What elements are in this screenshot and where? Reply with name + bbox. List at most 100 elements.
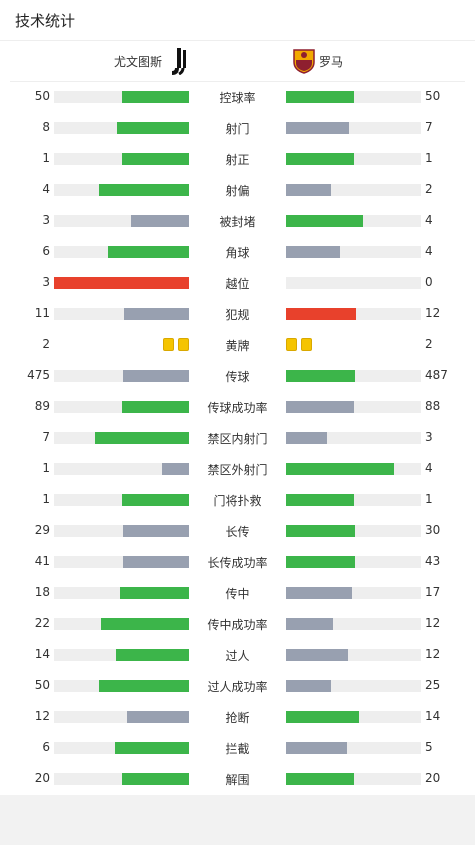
away-bar-track [286,401,421,413]
home-bar-track [54,649,189,661]
home-bar-fill [98,184,189,196]
stat-label: 射门 [225,122,250,136]
away-bar-fill [286,773,354,785]
away-bar-track [286,370,421,382]
away-bar-track [286,680,421,692]
stat-row: 14 过人 12 [0,639,475,670]
stat-label: 传球 [225,370,250,384]
home-bar-fill [116,649,189,661]
stat-label: 解围 [225,773,250,787]
home-bar-fill [121,494,189,506]
home-bar-fill [122,370,189,382]
stat-row: 41 长传成功率 43 [0,546,475,577]
away-bar-fill [286,432,327,444]
stat-row: 29 长传 30 [0,515,475,546]
home-bar-track [54,184,189,196]
stat-label: 射偏 [225,184,250,198]
away-bar-fill [286,742,347,754]
home-bar-fill [94,432,189,444]
home-bar-fill [117,122,189,134]
away-bar-track [286,649,421,661]
away-value: 4 [425,244,433,258]
stat-label: 抢断 [225,711,250,725]
home-bar-track [54,401,189,413]
away-value: 17 [425,585,441,599]
stat-row: 50 过人成功率 25 [0,670,475,701]
home-bar-track [54,308,189,320]
away-bar-track [286,153,421,165]
away-bar-fill [286,463,394,475]
away-value: 1 [425,492,433,506]
home-bar-fill [54,277,189,289]
home-value: 8 [42,120,50,134]
away-bar-fill [286,122,350,134]
stat-row: 1 射正 1 [0,143,475,174]
home-bar-track [54,742,189,754]
away-bar-track [286,556,421,568]
away-bar-track [286,91,421,103]
away-bar-fill [286,153,354,165]
stat-row: 3 被封堵 4 [0,205,475,236]
away-bar-track [286,711,421,723]
away-bar-fill [286,246,340,258]
stat-row: 12 抢断 14 [0,701,475,732]
away-bar-fill [286,680,331,692]
away-bar-track [286,494,421,506]
home-bar-track [54,122,189,134]
stat-row: 89 传球成功率 88 [0,391,475,422]
home-bar-track [54,432,189,444]
stats-header: 技术统计 [0,0,475,41]
away-value: 1 [425,151,433,165]
home-value: 29 [34,523,50,537]
home-bar-fill [114,742,189,754]
home-bar-track [54,91,189,103]
away-bar-track [286,525,421,537]
stat-row: 4 射偏 2 [0,174,475,205]
home-value: 4 [42,182,50,196]
away-bar-fill [286,711,359,723]
away-value: 2 [425,182,433,196]
away-value: 7 [425,120,433,134]
stat-label: 角球 [225,246,250,260]
away-bar-fill [286,308,357,320]
away-value: 12 [425,616,441,630]
away-bar-track [286,773,421,785]
stat-row: 7 禁区内射门 3 [0,422,475,453]
stat-row: 8 射门 7 [0,112,475,143]
away-value: 0 [425,275,433,289]
stat-label: 过人 [225,649,250,663]
away-bar-track [286,432,421,444]
stat-label: 越位 [225,277,250,291]
away-value: 12 [425,647,441,661]
home-bar-track [54,525,189,537]
stat-label: 传中成功率 [207,618,268,632]
home-bar-fill [120,587,189,599]
away-value: 3 [425,430,433,444]
home-bar-fill [121,91,189,103]
stat-label: 长传成功率 [207,556,268,570]
away-bar-track [286,308,421,320]
home-bar-track [54,153,189,165]
away-value: 25 [425,678,441,692]
home-value: 1 [42,461,50,475]
away-bar-fill [286,649,349,661]
away-bar-fill [286,494,354,506]
away-bar-track [286,742,421,754]
home-team-name: 尤文图斯 [113,55,162,69]
home-value: 89 [34,399,50,413]
stats-card: 技术统计 尤文图斯 罗马 50 控球率 50 8 射门 7 1 射正 1 4 射偏 2 3 被封堵 4 6 角球… [0,0,475,795]
stat-label: 禁区内射门 [207,432,268,446]
stat-label: 长传 [225,525,250,539]
home-value: 11 [34,306,50,320]
stat-row: 1 门将扑救 1 [0,484,475,515]
stat-row: 3 越位 0 [0,267,475,298]
stat-label: 犯规 [225,308,250,322]
away-team-name: 罗马 [319,55,344,69]
roma-logo-icon [293,49,315,74]
stat-row: 22 传中成功率 12 [0,608,475,639]
away-bar-track [286,277,421,289]
away-value: 12 [425,306,441,320]
stats-list: 50 控球率 50 8 射门 7 1 射正 1 4 射偏 2 3 被封堵 4 6 角球 4 3 越位 0 11 犯规 12 2 黄… [0,81,475,794]
stat-row: 475 传球 487 [0,360,475,391]
stat-row: 20 解围 20 [0,763,475,794]
